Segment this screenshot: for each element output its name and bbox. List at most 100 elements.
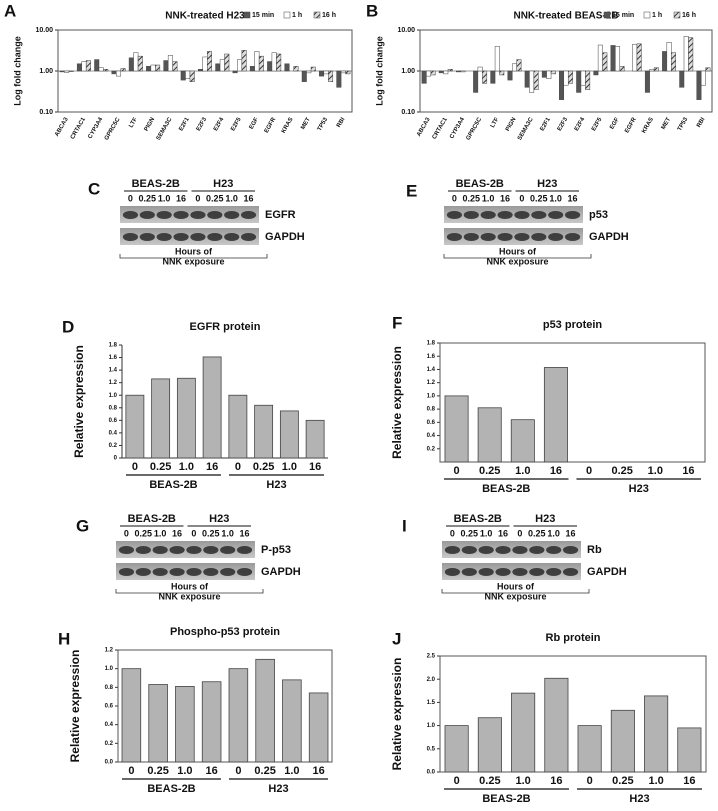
bar <box>533 70 539 90</box>
legend-swatch <box>243 11 251 19</box>
lane-label: 0.25 <box>206 193 224 203</box>
panel-letter: G <box>76 516 89 535</box>
y-tick-label: 1.0 <box>109 393 118 399</box>
blot-band <box>495 568 511 576</box>
y-tick-label: 0.10 <box>401 109 415 116</box>
bar <box>544 677 569 773</box>
bar <box>201 681 222 763</box>
bar <box>340 70 346 74</box>
blot-band <box>236 568 253 576</box>
bar <box>228 668 249 763</box>
blot-band <box>495 546 511 554</box>
bar <box>559 70 565 100</box>
plot-frame <box>439 342 706 463</box>
y-tick-label: 1.6 <box>427 354 436 360</box>
x-tick-label: CYP3A4 <box>87 116 104 140</box>
panel-letter: A <box>4 1 16 20</box>
bar <box>473 70 479 93</box>
blot-band <box>497 233 513 241</box>
group-label: H23 <box>266 479 286 491</box>
lane-label: 0 <box>195 193 200 203</box>
bar <box>228 394 248 459</box>
blot-band <box>480 233 496 241</box>
x-tick-label: 0.25 <box>150 461 171 473</box>
x-tick-label: PIGN <box>144 117 157 133</box>
x-tick-label: 16 <box>309 461 321 473</box>
legend-label: 15 min <box>612 12 634 19</box>
legend-label: 1 h <box>292 12 302 19</box>
band-label: p53 <box>589 209 608 221</box>
bar <box>619 66 625 72</box>
bar <box>615 46 621 72</box>
panel-letter: D <box>62 317 74 336</box>
bar <box>185 70 191 79</box>
lane-label: 0.25 <box>463 193 481 203</box>
legend-label: 1 h <box>652 12 662 19</box>
blot-band <box>444 568 461 576</box>
x-tick-label: 0.25 <box>612 775 633 787</box>
group-label: BEAS-2B <box>482 483 530 495</box>
bar <box>610 709 635 773</box>
chart-title: Rb protein <box>546 632 601 644</box>
x-tick-label: 1.0 <box>648 775 663 787</box>
blot-band <box>224 211 240 219</box>
bar <box>666 42 672 72</box>
bar <box>696 70 702 100</box>
exposure-bracket <box>443 254 592 259</box>
x-tick-label: 1.0 <box>284 765 299 777</box>
x-tick-label: 1.0 <box>515 775 530 787</box>
blot-band <box>118 568 135 576</box>
bar <box>155 64 161 72</box>
band-label: GAPDH <box>261 566 301 578</box>
bar <box>98 67 104 72</box>
blot-strip <box>116 541 255 558</box>
bar <box>576 70 582 93</box>
bar <box>632 43 638 72</box>
x-tick-label: E2F5 <box>591 116 604 132</box>
lane-label: 0 <box>452 193 457 203</box>
lane-label: 16 <box>568 193 578 203</box>
bar <box>447 69 453 72</box>
bar <box>258 55 264 72</box>
bar <box>482 70 488 84</box>
caption: NNK exposure <box>162 256 224 266</box>
x-tick-label: 1.0 <box>177 765 192 777</box>
blot-band <box>203 546 219 554</box>
blot-band <box>220 568 236 576</box>
bar <box>172 61 178 72</box>
lane-label: 0.25 <box>139 193 157 203</box>
bar <box>254 51 260 72</box>
blot-band <box>203 568 219 576</box>
blot-band <box>529 546 545 554</box>
bar <box>249 66 255 72</box>
lane-label: 0 <box>517 528 522 538</box>
bar <box>64 70 70 73</box>
blot-band <box>190 211 206 219</box>
y-tick-label: 1.0 <box>105 666 114 672</box>
blot-band <box>240 233 257 241</box>
bar <box>477 66 483 72</box>
lane-label: 16 <box>176 193 186 203</box>
bar <box>644 70 650 93</box>
x-tick-label: LTF <box>128 117 139 129</box>
x-tick-label: GPRC5C <box>466 116 484 141</box>
y-tick-label: 0.2 <box>109 443 118 449</box>
y-tick-label: 0.8 <box>105 685 114 691</box>
blot-band <box>152 546 168 554</box>
bar <box>541 70 547 78</box>
x-tick-label: KRAS <box>641 117 655 135</box>
bar <box>85 60 91 72</box>
panel-letter: B <box>366 1 378 20</box>
y-tick-label: 2.5 <box>427 654 436 660</box>
y-tick-label: 1.6 <box>109 355 118 361</box>
cell-line-label: BEAS-2B <box>456 178 504 190</box>
exposure-bracket <box>119 254 268 259</box>
x-tick-label: 0.25 <box>479 775 500 787</box>
x-tick-label: 1.0 <box>648 465 663 477</box>
lane-label: 16 <box>240 528 250 538</box>
lane-label: 0.25 <box>530 193 548 203</box>
group-label: BEAS-2B <box>482 793 530 805</box>
caption: NNK exposure <box>158 591 220 601</box>
x-tick-label: MET <box>300 117 312 131</box>
blot-band <box>446 211 463 219</box>
